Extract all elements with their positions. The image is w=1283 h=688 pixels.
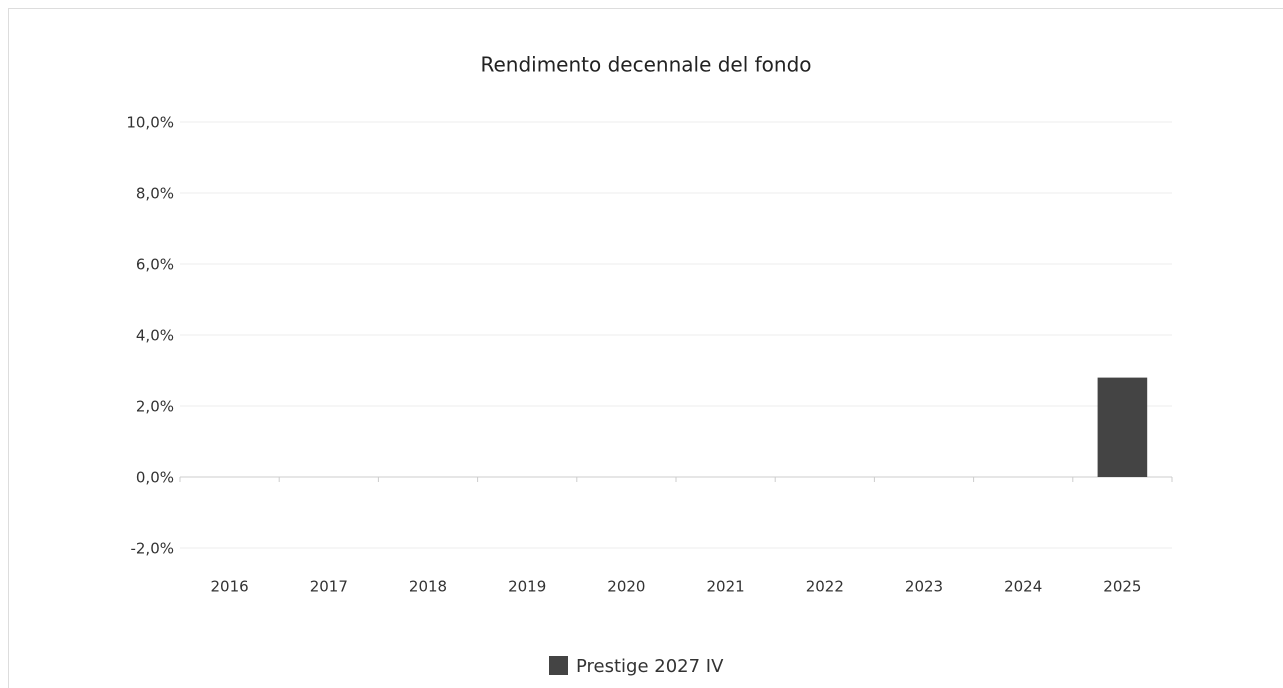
y-tick-label: 8,0% bbox=[136, 185, 174, 203]
y-tick-label: 10,0% bbox=[126, 114, 174, 132]
frame bbox=[8, 8, 1283, 688]
y-tick-label: 6,0% bbox=[136, 256, 174, 274]
x-tick-label: 2019 bbox=[508, 578, 546, 596]
x-tick-label: 2022 bbox=[806, 578, 844, 596]
bar bbox=[1097, 377, 1148, 477]
x-tick-label: 2017 bbox=[310, 578, 348, 596]
legend-label: Prestige 2027 IV bbox=[576, 656, 724, 677]
x-tick-label: 2025 bbox=[1103, 578, 1141, 596]
y-tick-label: 2,0% bbox=[136, 398, 174, 416]
x-tick-label: 2016 bbox=[211, 578, 249, 596]
y-tick-label: -2,0% bbox=[130, 540, 174, 558]
y-tick-label: 4,0% bbox=[136, 327, 174, 345]
x-tick-label: 2020 bbox=[607, 578, 645, 596]
x-tick-label: 2024 bbox=[1004, 578, 1042, 596]
x-tick-label: 2023 bbox=[905, 578, 943, 596]
chart-title: Rendimento decennale del fondo bbox=[480, 53, 811, 77]
x-tick-label: 2018 bbox=[409, 578, 447, 596]
x-tick-label: 2021 bbox=[707, 578, 745, 596]
y-tick-label: 0,0% bbox=[136, 469, 174, 487]
legend-swatch bbox=[549, 656, 568, 675]
